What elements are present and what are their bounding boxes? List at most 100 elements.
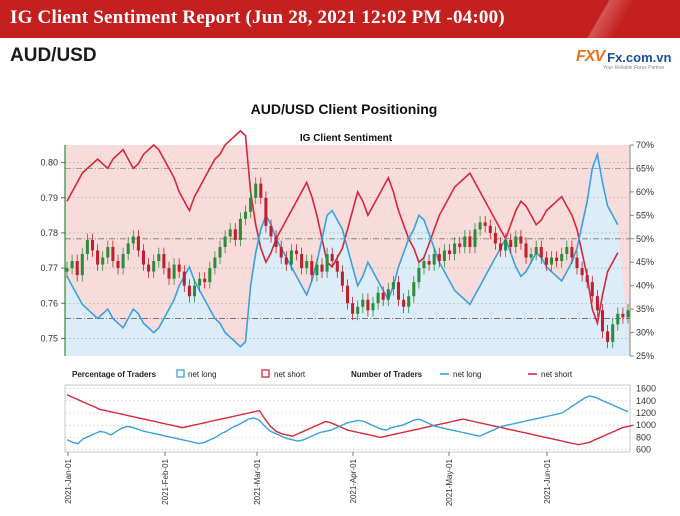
logo-tagline: Your Reliable Forex Partner xyxy=(603,65,665,71)
net-long-pct-line xyxy=(66,151,619,348)
candle-body xyxy=(315,264,319,276)
legend-pct-title: Percentage of Traders xyxy=(72,370,157,379)
candle-body xyxy=(274,236,278,247)
candle-body xyxy=(85,239,89,255)
candle-body xyxy=(442,250,446,262)
candle-body xyxy=(422,261,426,269)
candle-body xyxy=(611,324,615,342)
left-tick-label: 0.78 xyxy=(40,228,58,238)
candle-body xyxy=(96,250,100,265)
candle-body xyxy=(509,239,513,247)
candle-body xyxy=(453,243,457,255)
x-tick-label: 2021-Apr-01 xyxy=(349,458,358,503)
candle-body xyxy=(356,306,360,314)
upper-panel: 0.75 0.76 0.77 0.78 0.79 0.80 25% 30% 35% 40% 45% 5… xyxy=(40,129,654,361)
report-banner: IG Client Sentiment Report (Jun 28, 2021… xyxy=(0,0,680,38)
x-tick-label: 2021-Jan-01 xyxy=(64,458,73,503)
candle-body xyxy=(386,289,390,300)
lower-panel: 600 800 1000 1200 1400 1600 xyxy=(64,384,656,455)
candle-body xyxy=(243,211,248,219)
candle-body xyxy=(351,303,355,314)
candle-body xyxy=(218,246,222,258)
report-title: IG Client Sentiment Report (Jun 28, 2021… xyxy=(10,7,505,28)
x-axis: 2021-Jan-01 2021-Feb-01 2021-Mar-01 2021-Ap… xyxy=(64,452,552,506)
candle-body xyxy=(570,246,574,258)
candle-body xyxy=(396,282,401,300)
candle-body xyxy=(606,331,610,342)
logo-text: Fx.com.vn xyxy=(607,49,672,65)
candle-body xyxy=(402,299,406,307)
candle-body xyxy=(478,222,482,230)
candle-body xyxy=(167,268,171,279)
candle-body xyxy=(488,225,492,233)
candle-body xyxy=(468,236,472,247)
candle-body xyxy=(269,225,273,237)
candle-body xyxy=(340,271,344,286)
candle-body xyxy=(106,246,110,258)
candle-body xyxy=(427,261,431,265)
right-tick-label: 25% xyxy=(636,351,654,361)
candle-body xyxy=(213,257,217,269)
right-tick-label: 65% xyxy=(636,163,654,173)
candle-body xyxy=(417,268,421,283)
candle-body xyxy=(463,236,467,247)
candle-body xyxy=(198,278,202,286)
candle-body xyxy=(177,264,181,272)
right-tick-label: 40% xyxy=(636,281,654,291)
legend-num-title: Number of Traders xyxy=(351,370,423,379)
banner-decoration xyxy=(556,0,666,38)
right-tick-label: 60% xyxy=(636,187,654,197)
lower-tick-label: 800 xyxy=(636,432,651,442)
long-zone-fill xyxy=(65,154,630,356)
candle-body xyxy=(325,254,329,272)
candle-body xyxy=(504,239,508,251)
candle-body xyxy=(381,292,385,300)
candle-body xyxy=(90,239,95,251)
candle-body xyxy=(279,246,283,258)
candle-body xyxy=(264,197,268,226)
left-tick-label: 0.80 xyxy=(40,158,58,168)
candle-body xyxy=(529,254,533,258)
candle-body xyxy=(289,250,293,265)
candle-body xyxy=(565,246,569,255)
candle-body xyxy=(238,218,242,240)
candle-body xyxy=(75,261,79,276)
legend-num-short-label: net short xyxy=(541,370,573,379)
lower-tick-label: 1000 xyxy=(636,420,656,430)
lower-frame xyxy=(64,384,631,453)
brand-logo[interactable]: FXV Fx.com.vn xyxy=(576,47,671,67)
candle-body xyxy=(80,254,84,276)
candle-body xyxy=(131,236,135,244)
right-tick-label: 70% xyxy=(636,140,654,150)
candle-body xyxy=(300,254,304,269)
candle-body xyxy=(182,271,186,286)
candle-body xyxy=(126,243,130,255)
candle-body xyxy=(437,254,441,262)
right-tick-label: 50% xyxy=(636,234,654,244)
candle-body xyxy=(187,285,191,297)
currency-pair-heading: AUD/USD xyxy=(10,45,97,66)
candle-body xyxy=(147,264,151,272)
candle-body xyxy=(432,254,436,265)
candle-body xyxy=(141,250,146,265)
candle-body xyxy=(549,257,554,265)
candle-body xyxy=(152,261,156,272)
right-tick-label: 35% xyxy=(636,304,654,314)
candle-body xyxy=(519,236,523,244)
candle-body xyxy=(560,254,564,262)
legend-num-long-label: net long xyxy=(453,370,481,379)
candle-body xyxy=(590,282,594,297)
candle-body xyxy=(305,261,309,269)
candle-body xyxy=(391,282,395,290)
candle-body xyxy=(330,254,334,262)
candle-body xyxy=(233,229,237,240)
candle-body xyxy=(192,285,197,297)
candle-body xyxy=(600,310,605,332)
lower-tick-label: 1400 xyxy=(636,396,656,406)
candle-body xyxy=(361,299,365,307)
chart-title: AUD/USD Client Positioning xyxy=(251,101,438,117)
candle-body xyxy=(580,268,584,276)
candle-body xyxy=(534,246,538,255)
candle-body xyxy=(514,236,518,247)
